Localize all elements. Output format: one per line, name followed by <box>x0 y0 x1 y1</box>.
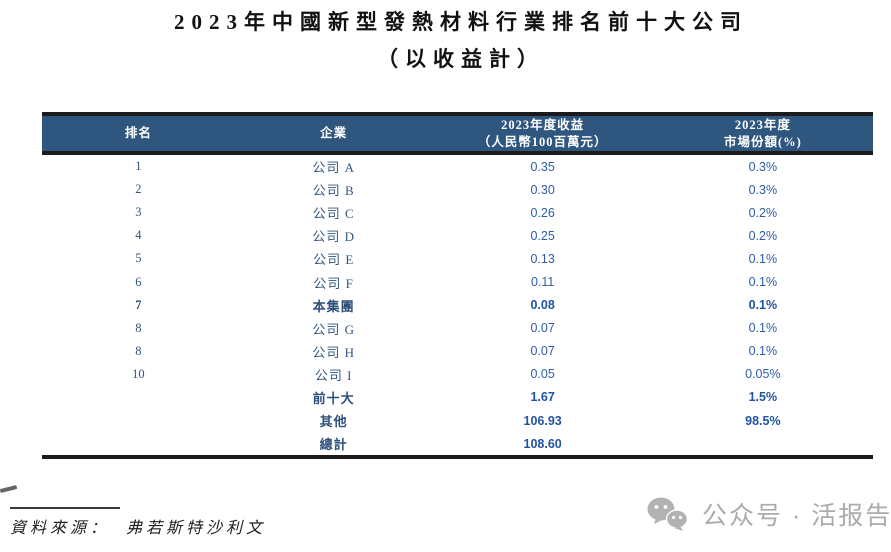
revenue-cell: 0.07 <box>530 344 555 359</box>
table-row: 3 公司 C 0.26 0.2% <box>42 201 873 224</box>
company-cell: 公司 B <box>312 183 355 199</box>
rank-cell: 8 <box>135 320 142 335</box>
company-cell: 公司 G <box>312 321 355 337</box>
share-cell: 0.1% <box>748 321 778 336</box>
table-body: 1 公司 A 0.35 0.3% 2 公司 B 0.30 0.3% 3 公司 C… <box>42 155 873 456</box>
header-rank: 排名 <box>124 126 152 141</box>
table-header-row: 排名 企業 2023年度收益 （人民幣100百萬元） 2023年度 市場份額(%… <box>42 116 873 155</box>
table-row: 2 公司 B 0.30 0.3% <box>42 178 873 201</box>
table-row: 其他 106.93 98.5% <box>42 409 873 432</box>
revenue-cell: 0.08 <box>530 298 555 313</box>
wechat-icon <box>647 497 689 531</box>
share-cell: 98.5% <box>745 413 781 428</box>
company-cell: 公司 C <box>312 206 355 222</box>
table-row: 前十大 1.67 1.5% <box>42 386 873 409</box>
source-divider-line <box>10 507 120 509</box>
source-label: 資料來源： <box>10 520 111 537</box>
table-row: 5 公司 E 0.13 0.1% <box>42 247 873 270</box>
revenue-cell: 0.05 <box>530 367 555 382</box>
header-revenue: 2023年度收益 （人民幣100百萬元） <box>433 117 653 151</box>
revenue-cell: 106.93 <box>523 413 562 428</box>
header-share-line2: 市場份額(%) <box>723 134 802 149</box>
revenue-cell: 0.30 <box>530 182 555 197</box>
figure-subtitle: （以收益計） <box>377 47 545 72</box>
source-note: 資料來源： 弗若斯特沙利文 <box>10 514 266 538</box>
revenue-cell: 0.25 <box>530 228 555 243</box>
share-cell: 1.5% <box>748 390 778 405</box>
company-cell: 公司 I <box>314 367 353 383</box>
company-cell: 其他 <box>319 414 348 430</box>
table-row: 4 公司 D 0.25 0.2% <box>42 224 873 247</box>
table-row: 8 公司 G 0.07 0.1% <box>42 317 873 340</box>
revenue-cell: 0.11 <box>530 275 555 290</box>
table-row: 總計 108.60 <box>42 432 873 455</box>
rank-cell: 2 <box>135 182 142 197</box>
watermark-text: 公众号 · 活报告 <box>702 502 891 530</box>
revenue-cell: 0.13 <box>530 251 555 266</box>
revenue-cell: 0.35 <box>530 159 555 174</box>
share-cell: 0.05% <box>745 367 781 382</box>
scan-smudge-mark <box>0 485 18 493</box>
company-cell: 公司 F <box>313 275 354 291</box>
table-row: 7 本集團 0.08 0.1% <box>42 294 873 317</box>
rank-cell: 1 <box>135 159 142 174</box>
share-cell: 0.1% <box>748 275 778 290</box>
company-cell: 總計 <box>319 437 348 453</box>
rank-cell: 6 <box>135 274 142 289</box>
rank-cell: 3 <box>135 205 142 220</box>
share-cell: 0.3% <box>748 182 778 197</box>
company-cell: 公司 H <box>312 344 355 360</box>
company-cell: 本集團 <box>312 298 355 314</box>
figure-title-block: 2023年中國新型發熱材料行業排名前十大公司 （以收益計） <box>42 10 873 72</box>
ranking-table: 排名 企業 2023年度收益 （人民幣100百萬元） 2023年度 市場份額(%… <box>42 112 873 460</box>
wechat-watermark: 公众号 · 活报告 <box>646 496 891 532</box>
rank-cell: 8 <box>135 343 142 358</box>
table-row: 1 公司 A 0.35 0.3% <box>42 155 873 178</box>
company-cell: 前十大 <box>312 390 355 406</box>
company-cell: 公司 D <box>312 229 355 245</box>
header-share-line1: 2023年度 <box>734 117 791 132</box>
header-revenue-line1: 2023年度收益 <box>501 117 585 132</box>
rank-cell: 7 <box>135 297 142 312</box>
revenue-cell: 0.26 <box>530 205 555 220</box>
figure-title: 2023年中國新型發熱材料行業排名前十大公司 <box>174 10 748 34</box>
revenue-cell: 108.60 <box>523 436 562 451</box>
source-value: 弗若斯特沙利文 <box>126 520 267 537</box>
share-cell: 0.3% <box>748 159 778 174</box>
rank-cell: 10 <box>132 366 145 381</box>
share-cell: 0.2% <box>748 228 778 243</box>
company-cell: 公司 A <box>312 160 355 176</box>
header-revenue-line2: （人民幣100百萬元） <box>477 134 608 149</box>
table-row: 8 公司 H 0.07 0.1% <box>42 340 873 363</box>
rank-cell: 4 <box>135 228 142 243</box>
table-row: 6 公司 F 0.11 0.1% <box>42 270 873 293</box>
revenue-cell: 1.67 <box>530 390 555 405</box>
share-cell: 0.1% <box>748 344 778 359</box>
share-cell: 0.1% <box>748 298 778 313</box>
share-cell: 0.1% <box>748 251 778 266</box>
rank-cell: 5 <box>135 251 142 266</box>
company-cell: 公司 E <box>313 252 355 268</box>
header-share: 2023年度 市場份額(%) <box>653 117 873 151</box>
revenue-cell: 0.07 <box>530 321 555 336</box>
table-row: 10 公司 I 0.05 0.05% <box>42 363 873 386</box>
share-cell: 0.2% <box>748 205 778 220</box>
header-company: 企業 <box>320 126 348 141</box>
